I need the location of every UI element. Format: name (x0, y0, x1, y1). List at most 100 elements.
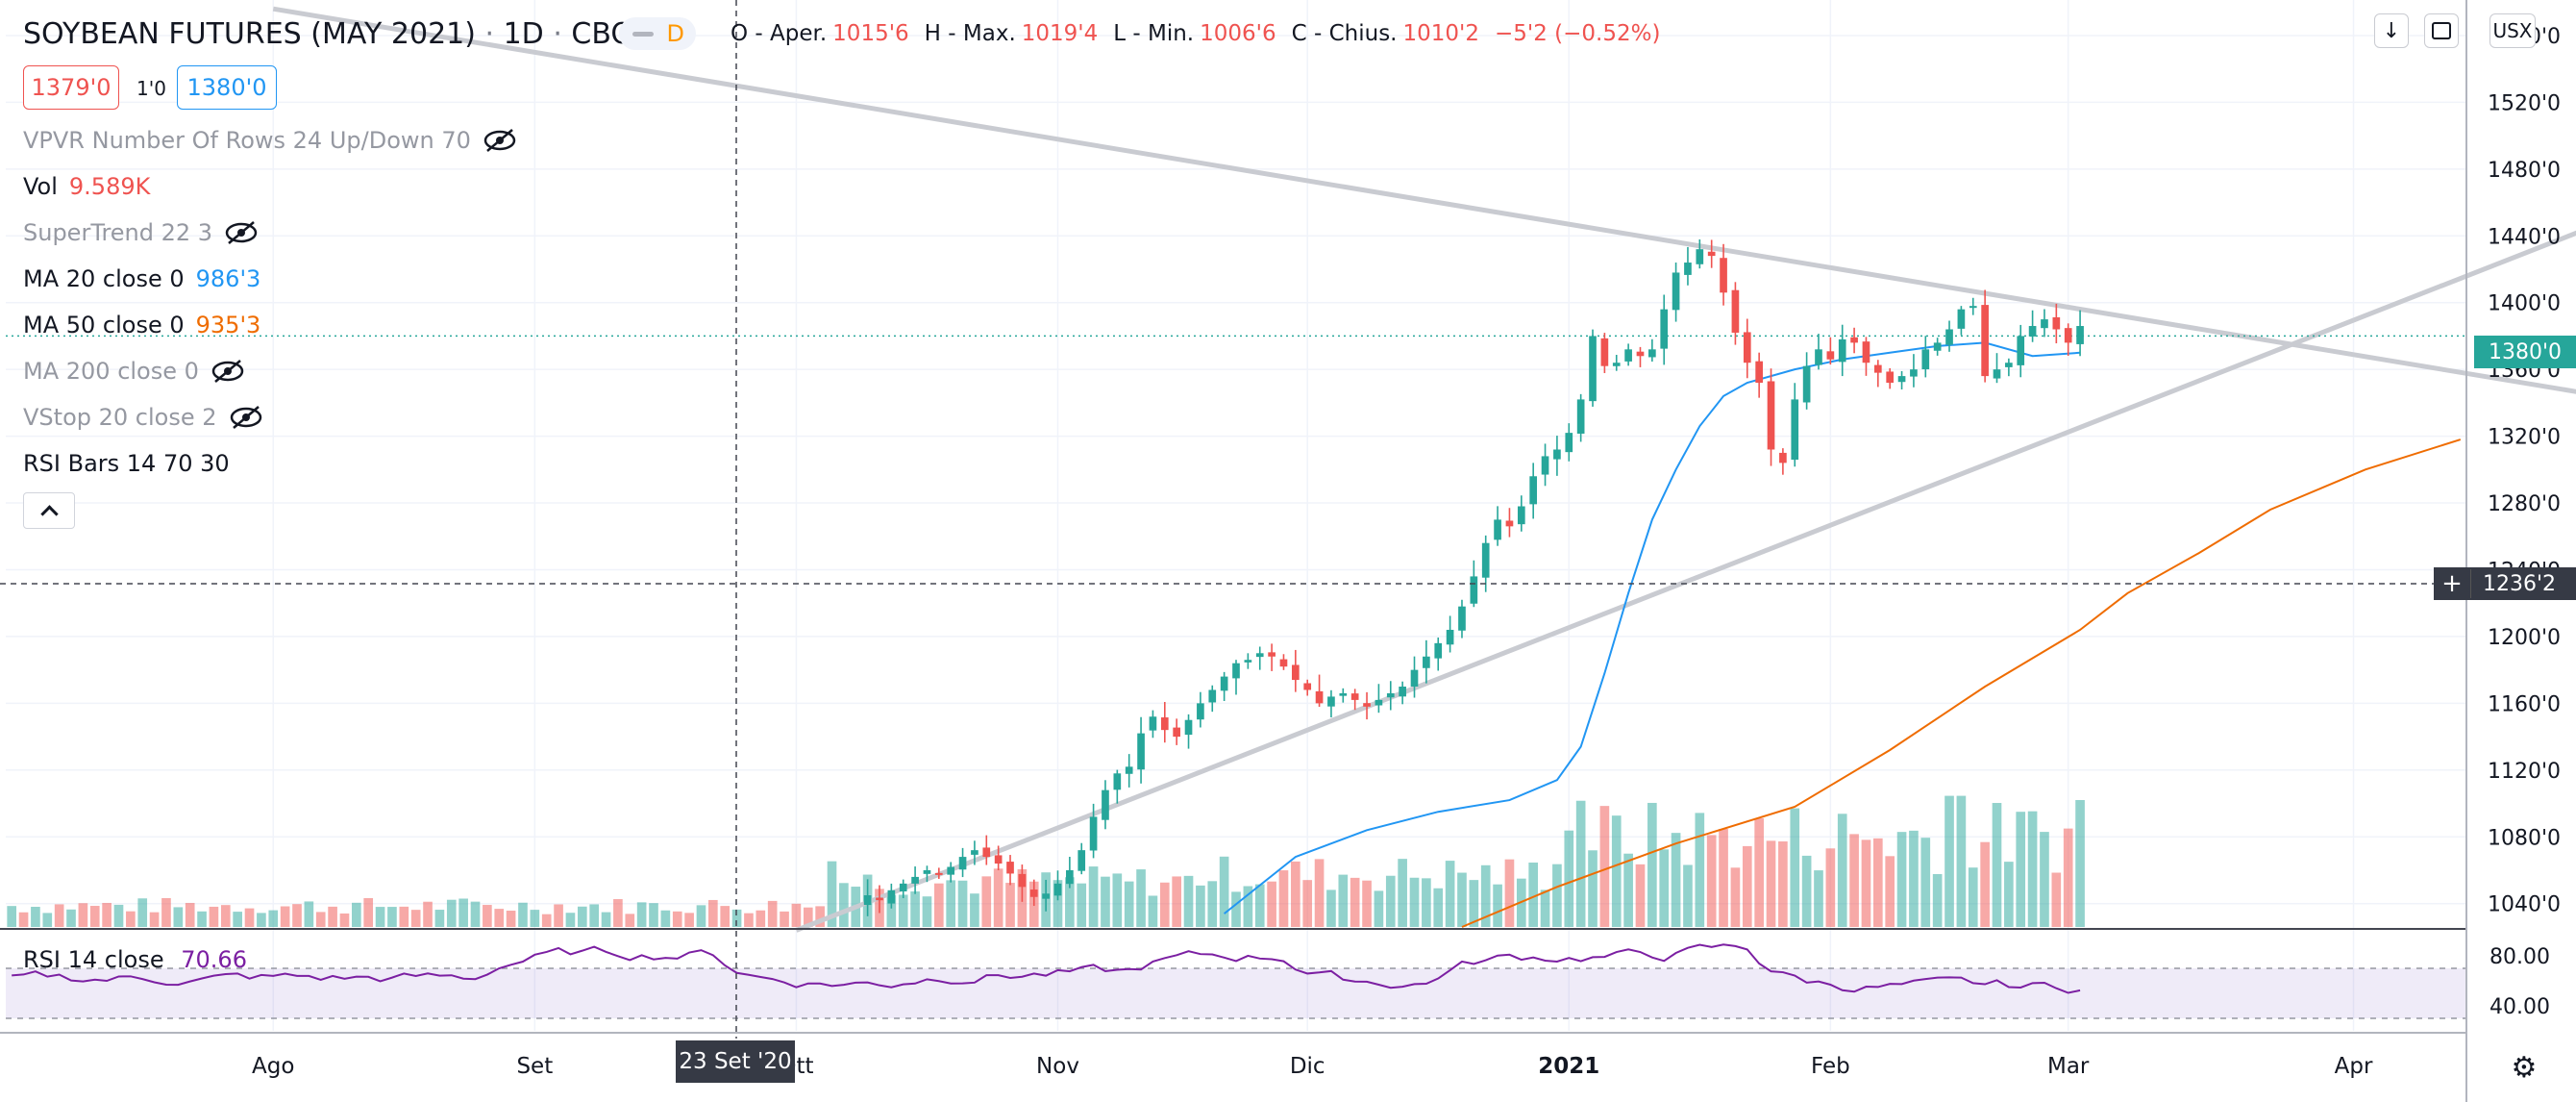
volume-bar (684, 913, 694, 927)
volume-bar (1814, 870, 1823, 927)
candle-body (1921, 349, 1930, 370)
price-tick-label: 1320'0 (2488, 426, 2561, 450)
eye-hidden-icon[interactable] (229, 405, 263, 430)
volume-bar (1695, 813, 1705, 927)
trendline-upper-resistance (272, 6, 2576, 394)
candle (1743, 318, 1751, 379)
volume-bar (434, 910, 445, 927)
indicator-label: MA 50 close 0 (23, 312, 185, 338)
candle (1957, 306, 1966, 336)
price-tick-label: 1520'0 (2488, 91, 2561, 115)
sell-price: 1379'0 (31, 74, 111, 101)
candle-body (2041, 319, 2048, 329)
volume-bar (1611, 815, 1622, 927)
indicator-0[interactable]: VPVR Number Of Rows 24 Up/Down 70 (23, 127, 517, 154)
candle-body (1410, 669, 1419, 687)
candle-body (1006, 862, 1014, 874)
eye-hidden-icon[interactable] (224, 220, 259, 245)
ma50-line (1461, 438, 2462, 928)
volume-bar (1457, 872, 1467, 927)
volume-bar (1148, 895, 1158, 927)
volume-bar (827, 861, 837, 927)
eye-hidden-icon[interactable] (483, 128, 517, 153)
volume-bar (1754, 817, 1764, 927)
candle (1696, 238, 1704, 269)
volume-bar (1422, 878, 1431, 927)
indicator-7[interactable]: RSI Bars 14 70 30 (23, 450, 230, 477)
candle (994, 845, 1003, 870)
candle (1945, 320, 1953, 352)
volume-bar (387, 907, 397, 927)
volume-bar (541, 914, 552, 927)
candle (1553, 436, 1561, 476)
candle-body (1826, 351, 1835, 360)
volume-bar (660, 910, 671, 927)
candle-body (1149, 716, 1157, 731)
volume-bar (1053, 880, 1063, 927)
volume-bar (1778, 841, 1788, 927)
sell-price-button[interactable]: 1379'0 (23, 65, 119, 110)
volume-bar (1588, 850, 1598, 927)
candle (947, 862, 955, 883)
volume-bar (483, 905, 492, 927)
candle (1350, 689, 1359, 711)
indicator-label: Vol (23, 173, 58, 200)
eye-hidden-icon[interactable] (211, 359, 245, 384)
spread: 1'0 (136, 77, 166, 100)
volume-bar (1005, 883, 1015, 927)
candle (1197, 691, 1204, 728)
maximize-button[interactable] (2424, 13, 2459, 48)
volume-bar (328, 906, 337, 927)
candle-body (1886, 371, 1895, 384)
indicator-4[interactable]: MA 50 close 0 935'3 (23, 312, 260, 338)
low-label: L - Min. (1113, 21, 1195, 46)
volume-bar (1659, 849, 1670, 927)
candle (1137, 716, 1145, 784)
candle-body (1327, 696, 1335, 707)
indicator-5[interactable]: MA 200 close 0 (23, 358, 245, 385)
candle-body (1731, 289, 1740, 333)
volume-bar (470, 901, 481, 927)
candle-body (1339, 692, 1348, 696)
indicator-2[interactable]: SuperTrend 22 3 (23, 219, 259, 246)
collapse-legend-button[interactable] (23, 492, 75, 529)
currency-button[interactable]: USX (2489, 13, 2536, 48)
candle (1815, 334, 1822, 370)
settings-button[interactable]: ⚙ (2505, 1048, 2543, 1087)
price-tick-label: 1480'0 (2488, 159, 2561, 183)
volume-bar (1719, 829, 1728, 927)
close-label: C - Chius. (1291, 21, 1398, 46)
volume-bar (554, 904, 563, 927)
volume-bar (1825, 848, 1836, 927)
symbol-title[interactable]: SOYBEAN FUTURES (MAY 2021) · 1D · CBOT (23, 17, 651, 51)
candle (1565, 423, 1573, 462)
volume-bar (2004, 862, 2014, 927)
volume-bar (1433, 888, 1444, 927)
indicator-1[interactable]: Vol 9.589K (23, 173, 150, 200)
scroll-down-button[interactable]: ↓ (2374, 13, 2409, 48)
volume-bar (672, 911, 682, 927)
candle (1921, 336, 1930, 378)
candle-body (971, 850, 978, 855)
candle-body (1720, 258, 1727, 293)
indicator-value: 9.589K (68, 173, 151, 200)
candle (1755, 352, 1763, 398)
gear-icon: ⚙ (2511, 1050, 2538, 1085)
candle-body (899, 883, 907, 892)
volume-bar (1445, 861, 1455, 927)
volume-bar (339, 913, 350, 927)
status-badge[interactable]: D (619, 17, 696, 50)
candle-body (1173, 727, 1180, 738)
buy-price-button[interactable]: 1380'0 (177, 65, 277, 110)
candle (1042, 879, 1050, 912)
candle-body (1981, 305, 1989, 377)
candle-body (1018, 873, 1027, 888)
indicator-3[interactable]: MA 20 close 0 986'3 (23, 265, 260, 292)
candle-body (1802, 365, 1811, 403)
candle-body (994, 855, 1003, 864)
volume-bar (696, 905, 706, 927)
candle-body (1660, 309, 1669, 349)
indicator-6[interactable]: VStop 20 close 2 (23, 404, 263, 431)
volume-bar (18, 912, 29, 927)
